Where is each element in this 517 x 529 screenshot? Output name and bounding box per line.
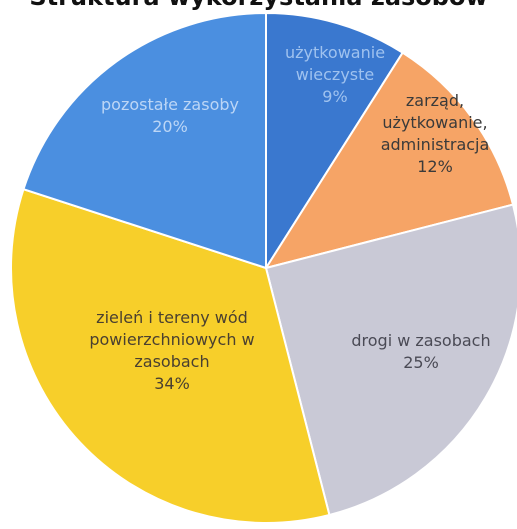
slice-category-label: zarząd, <box>406 91 464 110</box>
slice-category-label: drogi w zasobach <box>351 331 490 350</box>
slice-value-label: 34% <box>154 374 190 393</box>
slice-category-label: powierzchniowych w <box>89 330 254 349</box>
slice-category-label: zieleń i tereny wód <box>96 308 248 327</box>
chart-title: Struktura wykorzystania zasobów <box>0 0 517 11</box>
slice-value-label: 25% <box>403 353 439 372</box>
slice-label: użytkowanie wieczyste 9% <box>285 43 385 106</box>
slice-category-label: użytkowanie, <box>382 113 487 132</box>
slice-category-label: zasobach <box>134 352 209 371</box>
slice-label: zarząd, użytkowanie, administracja 12% <box>381 91 490 176</box>
slice-category-label: użytkowanie <box>285 43 385 62</box>
slice-value-label: 20% <box>152 117 188 136</box>
slice-label: zieleń i tereny wód powierzchniowych w zas… <box>89 308 254 393</box>
pie-slice <box>265 11 405 272</box>
slice-value-label: 9% <box>322 87 347 106</box>
slice-label: drogi w zasobach 25% <box>351 331 490 372</box>
slice-value-label: 12% <box>417 157 453 176</box>
pie-slice <box>263 51 515 270</box>
pie-slice <box>264 203 517 517</box>
slice-category-label: wieczyste <box>296 65 375 84</box>
slice-category-label: pozostałe zasoby <box>101 95 239 114</box>
slice-label: pozostałe zasoby 20% <box>101 95 239 136</box>
pie-slice <box>22 11 267 270</box>
pie-labels: użytkowanie wieczyste 9% zarząd, użytkowanie… <box>89 43 490 393</box>
pie-slices <box>10 11 517 524</box>
pie-slice <box>10 187 331 524</box>
slice-category-label: administracja <box>381 135 490 154</box>
